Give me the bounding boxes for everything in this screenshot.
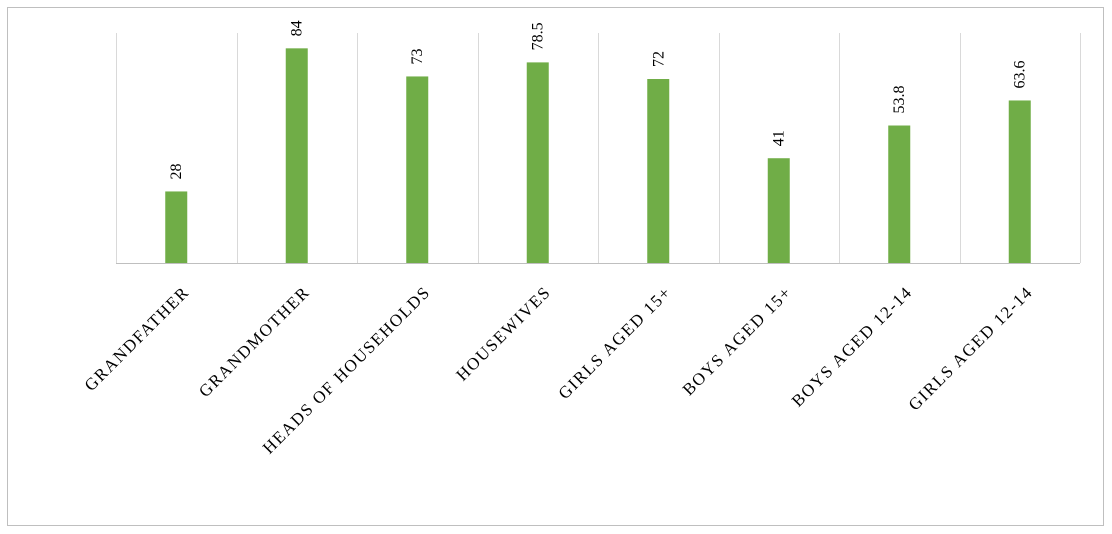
bar: [526, 62, 549, 264]
bar: [406, 76, 429, 263]
bar: [1008, 100, 1031, 263]
grid-layer: [116, 33, 1081, 264]
data-label: 84: [289, 20, 306, 36]
category-tick-label: GIRLS AGED 15+: [555, 282, 676, 403]
bar-layer: [165, 48, 1031, 264]
chart-frame: [7, 7, 1104, 526]
data-label: 73: [409, 48, 426, 64]
bar: [285, 48, 308, 264]
data-label: 53.8: [891, 86, 908, 114]
data-label: 28: [168, 163, 185, 179]
category-tick-label: GRANDMOTHER: [195, 282, 314, 401]
category-tick-label: HOUSEWIVES: [452, 282, 554, 384]
data-label: 78.5: [530, 22, 547, 50]
category-tick-label: GIRLS AGED 12-14: [905, 282, 1037, 414]
bar: [767, 158, 790, 263]
bar: [165, 191, 188, 263]
value-label-layer: 28 84 73 78.5 72 41 53.8 63.6: [168, 20, 1029, 179]
category-tick-label: BOYS AGED 15+: [679, 282, 796, 399]
data-label: 72: [650, 51, 667, 67]
data-label: 41: [771, 130, 788, 146]
category-tick-label: BOYS AGED 12-14: [788, 282, 916, 410]
bar: [647, 79, 670, 263]
data-label: 63.6: [1012, 60, 1029, 88]
bar: [888, 125, 911, 263]
category-tick-label: GRANDFATHER: [81, 282, 193, 394]
